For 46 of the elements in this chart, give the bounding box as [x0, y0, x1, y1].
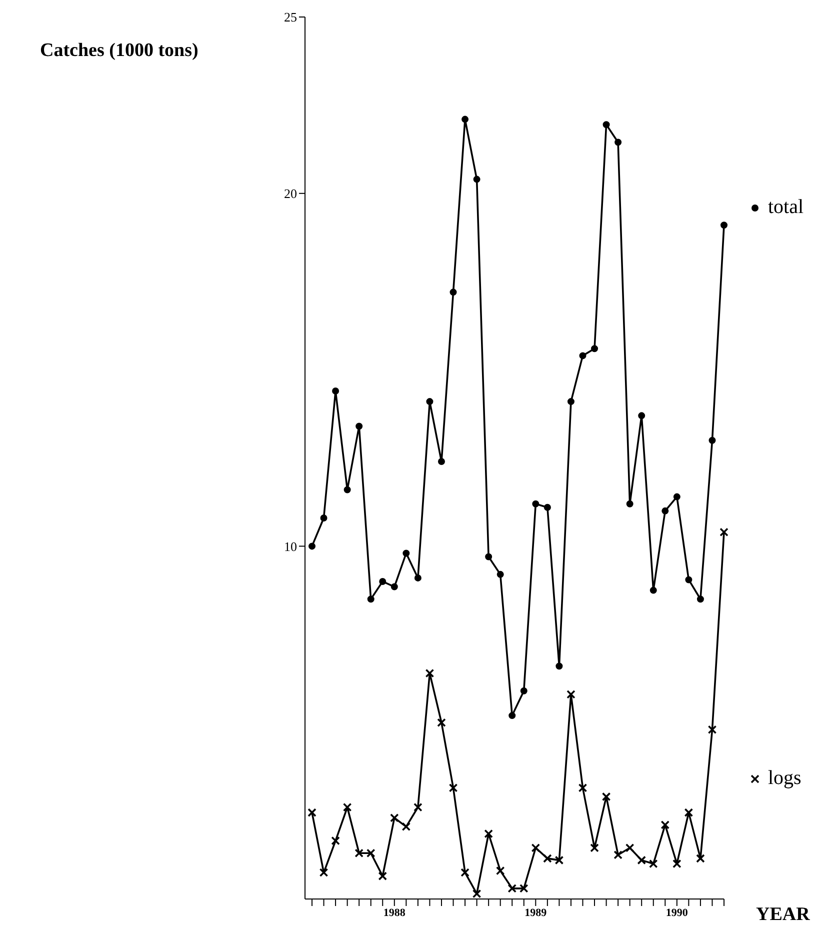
point: [591, 345, 598, 352]
point: [720, 222, 728, 229]
y-tick-label: 10: [284, 538, 297, 554]
point: [708, 436, 716, 444]
legend-label: logs: [768, 767, 802, 790]
point: [308, 542, 316, 550]
point: [532, 500, 540, 508]
y-axis-title: Catches (1000 tons): [40, 40, 198, 62]
point: [544, 504, 551, 511]
point: [650, 586, 657, 594]
point: [414, 574, 422, 582]
point: [614, 138, 622, 146]
x-tick-label: 1988: [383, 906, 406, 919]
x-tick-label: 1990: [666, 906, 688, 919]
point: [567, 398, 574, 406]
point: [390, 583, 398, 590]
point: [332, 387, 340, 394]
point: [344, 486, 351, 494]
point: [638, 412, 646, 420]
point: [696, 596, 704, 603]
point: [402, 550, 410, 557]
point: [485, 553, 492, 560]
point: [426, 398, 434, 406]
point: [508, 712, 516, 720]
legend-label: total: [768, 196, 804, 218]
point: [379, 578, 386, 585]
point: [356, 422, 363, 430]
point: [673, 493, 680, 500]
point: [496, 570, 504, 578]
point: [602, 121, 610, 128]
point: [320, 514, 328, 522]
x-tick-label: 1989: [524, 906, 548, 919]
point: [626, 500, 634, 508]
point: [556, 662, 563, 670]
y-tick-label: 25: [284, 10, 297, 25]
point: [520, 687, 528, 694]
point: [367, 596, 374, 603]
point: [462, 116, 469, 123]
point: [438, 458, 445, 466]
point: [685, 576, 692, 584]
point: [662, 507, 669, 514]
point: [450, 288, 457, 296]
point: [473, 176, 480, 183]
point: [579, 352, 586, 360]
x-axis-title: YEAR: [756, 904, 810, 926]
y-tick-label: 20: [284, 186, 297, 202]
